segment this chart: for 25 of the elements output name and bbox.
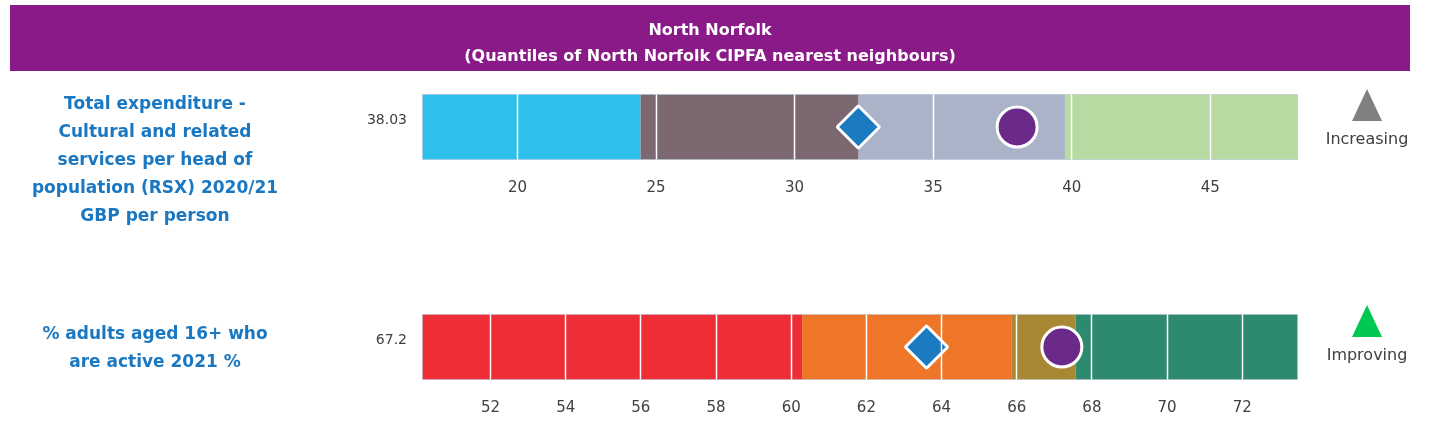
text: 67.2 (375, 330, 407, 349)
x-tick-label: 54 (556, 397, 576, 416)
x-tick-label: 30 (785, 177, 805, 196)
x-tick-label: 56 (631, 397, 651, 416)
text: Increasing (1325, 127, 1409, 150)
x-tick-label: 64 (932, 397, 952, 416)
x-tick-label: 58 (706, 397, 726, 416)
chart-subtitle: (Quantiles of North Norfolk CIPFA nearest neighbours) (464, 45, 956, 67)
x-tick-label: 66 (1007, 397, 1027, 416)
text: 38.03 (366, 110, 407, 129)
x-tick-label: 72 (1232, 397, 1252, 416)
x-tick-label: 70 (1157, 397, 1177, 416)
x-tick-label: 20 (507, 177, 528, 196)
x-tick-label: 25 (646, 177, 666, 196)
x-tick-label: 52 (480, 397, 501, 416)
y-tick-label: Total expenditure - Cultural and related services per head of population (RSX) 2020/21 GBP per person (30, 92, 280, 227)
x-tick-label: 60 (781, 397, 801, 416)
x-tick-label: 35 (923, 177, 943, 196)
x-tick-label: 40 (1062, 177, 1082, 196)
x-tick-label: 45 (1200, 177, 1220, 196)
chart-title: North Norfolk (647, 19, 773, 41)
x-tick-label: 68 (1082, 397, 1102, 416)
text: Improving (1326, 343, 1408, 366)
x-tick-label: 62 (856, 397, 876, 416)
y-tick-label: % adults aged 16+ who are active 2021 % (41, 322, 269, 373)
